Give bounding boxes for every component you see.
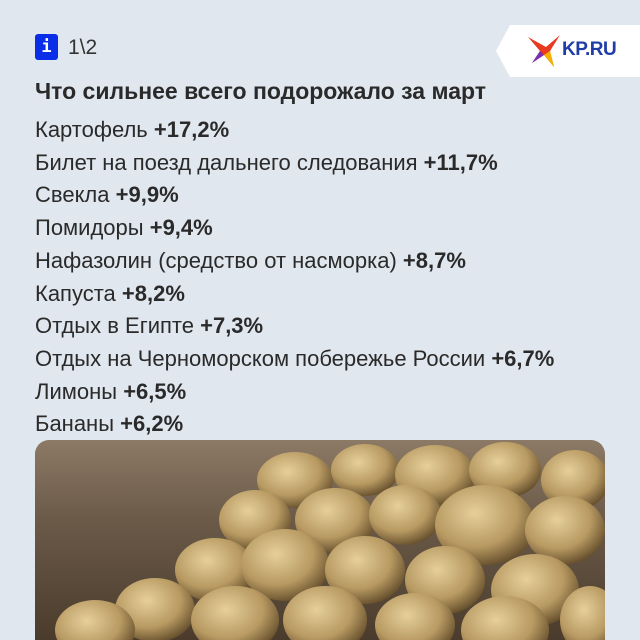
item-name: Свекла xyxy=(35,182,110,208)
list-item: Бананы +6,2% xyxy=(35,408,554,441)
item-name: Отдых в Египте xyxy=(35,313,194,339)
info-icon: i xyxy=(35,34,58,60)
item-change: +9,4% xyxy=(149,215,213,241)
price-list: Картофель +17,2% Билет на поезд дальнего … xyxy=(35,114,554,441)
item-change: +17,2% xyxy=(153,117,230,142)
potato xyxy=(375,593,455,640)
page-indicator: 1\2 xyxy=(68,36,98,59)
item-name: Отдых на Черноморском побережье России xyxy=(35,345,486,371)
item-change: +7,3% xyxy=(200,313,264,339)
potato xyxy=(325,536,405,604)
potato xyxy=(115,578,195,640)
potato xyxy=(560,586,605,640)
list-item: Отдых на Черноморском побережье России +… xyxy=(35,343,554,376)
item-change: +9,9% xyxy=(115,182,179,208)
potato xyxy=(241,529,329,601)
list-item: Билет на поезд дальнего следования +11,7… xyxy=(35,147,554,180)
item-change: +6,2% xyxy=(120,411,184,437)
potato xyxy=(55,600,135,640)
list-item: Свекла +9,9% xyxy=(35,179,554,212)
list-item: Помидоры +9,4% xyxy=(35,212,554,245)
potato xyxy=(191,586,279,640)
item-change: +11,7% xyxy=(423,149,498,175)
potato xyxy=(331,444,399,496)
item-change: +8,2% xyxy=(121,280,185,306)
page-title: Что сильнее всего подорожало за март xyxy=(35,78,487,104)
kp-logo: KP.RU xyxy=(496,25,640,77)
potato xyxy=(525,496,605,564)
list-item: Картофель +17,2% xyxy=(35,114,554,147)
potato xyxy=(295,488,375,552)
item-name: Картофель xyxy=(35,117,148,142)
list-item: Капуста +8,2% xyxy=(35,278,554,311)
potato xyxy=(469,442,541,498)
item-name: Капуста xyxy=(35,280,116,306)
item-name: Билет на поезд дальнего следования xyxy=(35,149,418,175)
logo-text: KP.RU xyxy=(562,39,617,60)
potato xyxy=(435,485,535,565)
potato xyxy=(369,485,441,545)
item-change: +8,7% xyxy=(402,247,466,273)
potato xyxy=(541,450,605,510)
list-item: Нафазолин (средство от насморка) +8,7% xyxy=(35,245,554,278)
item-change: +6,5% xyxy=(123,378,187,404)
swallow-logo-icon xyxy=(528,35,560,67)
potato xyxy=(283,586,367,640)
potato xyxy=(461,596,549,640)
item-name: Нафазолин (средство от насморка) xyxy=(35,247,397,273)
list-item: Лимоны +6,5% xyxy=(35,376,554,409)
item-change: +6,7% xyxy=(491,345,555,371)
item-name: Помидоры xyxy=(35,215,144,241)
item-name: Бананы xyxy=(35,411,115,437)
item-name: Лимоны xyxy=(35,378,118,404)
potatoes-photo xyxy=(35,440,605,640)
list-item: Отдых в Египте +7,3% xyxy=(35,310,554,343)
